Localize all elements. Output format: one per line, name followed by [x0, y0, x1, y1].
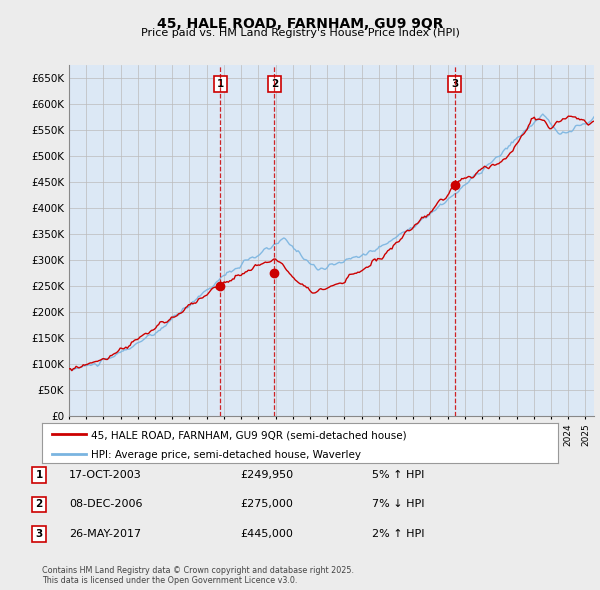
Text: 2: 2 — [35, 500, 43, 509]
Text: 3: 3 — [35, 529, 43, 539]
Text: 45, HALE ROAD, FARNHAM, GU9 9QR (semi-detached house): 45, HALE ROAD, FARNHAM, GU9 9QR (semi-de… — [91, 431, 407, 441]
Text: HPI: Average price, semi-detached house, Waverley: HPI: Average price, semi-detached house,… — [91, 450, 361, 460]
Text: 17-OCT-2003: 17-OCT-2003 — [69, 470, 142, 480]
Text: 3: 3 — [451, 79, 458, 89]
Text: 08-DEC-2006: 08-DEC-2006 — [69, 500, 143, 509]
Text: Contains HM Land Registry data © Crown copyright and database right 2025.
This d: Contains HM Land Registry data © Crown c… — [42, 566, 354, 585]
Text: 7% ↓ HPI: 7% ↓ HPI — [372, 500, 425, 509]
Text: £275,000: £275,000 — [240, 500, 293, 509]
Text: 1: 1 — [35, 470, 43, 480]
Text: 1: 1 — [217, 79, 224, 89]
Text: £249,950: £249,950 — [240, 470, 293, 480]
Text: 5% ↑ HPI: 5% ↑ HPI — [372, 470, 424, 480]
Text: £445,000: £445,000 — [240, 529, 293, 539]
Text: 2: 2 — [271, 79, 278, 89]
Text: Price paid vs. HM Land Registry's House Price Index (HPI): Price paid vs. HM Land Registry's House … — [140, 28, 460, 38]
Text: 45, HALE ROAD, FARNHAM, GU9 9QR: 45, HALE ROAD, FARNHAM, GU9 9QR — [157, 17, 443, 31]
Text: 26-MAY-2017: 26-MAY-2017 — [69, 529, 141, 539]
Text: 2% ↑ HPI: 2% ↑ HPI — [372, 529, 425, 539]
